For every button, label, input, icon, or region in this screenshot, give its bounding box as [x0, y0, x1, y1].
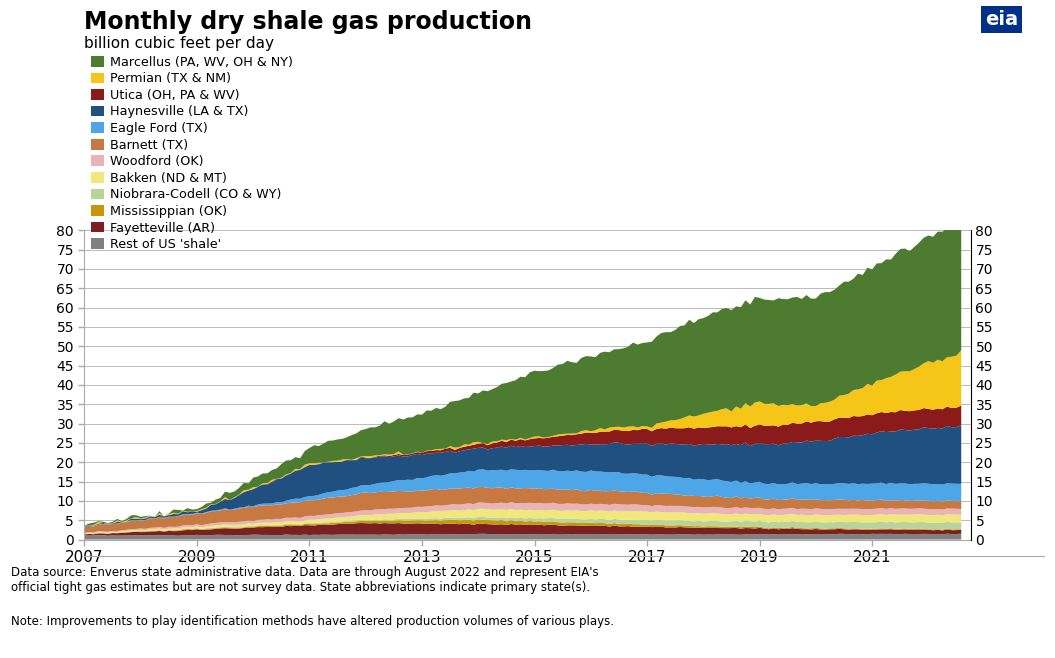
- Text: Note: Improvements to play identification methods have altered production volume: Note: Improvements to play identificatio…: [11, 615, 614, 628]
- Text: Monthly dry shale gas production: Monthly dry shale gas production: [84, 10, 533, 34]
- Text: billion cubic feet per day: billion cubic feet per day: [84, 36, 274, 51]
- Legend: Marcellus (PA, WV, OH & NY), Permian (TX & NM), Utica (OH, PA & WV), Haynesville: Marcellus (PA, WV, OH & NY), Permian (TX…: [91, 56, 293, 251]
- Text: Data source: Enverus state administrative data. Data are through August 2022 and: Data source: Enverus state administrativ…: [11, 566, 598, 594]
- Text: eia: eia: [985, 10, 1018, 29]
